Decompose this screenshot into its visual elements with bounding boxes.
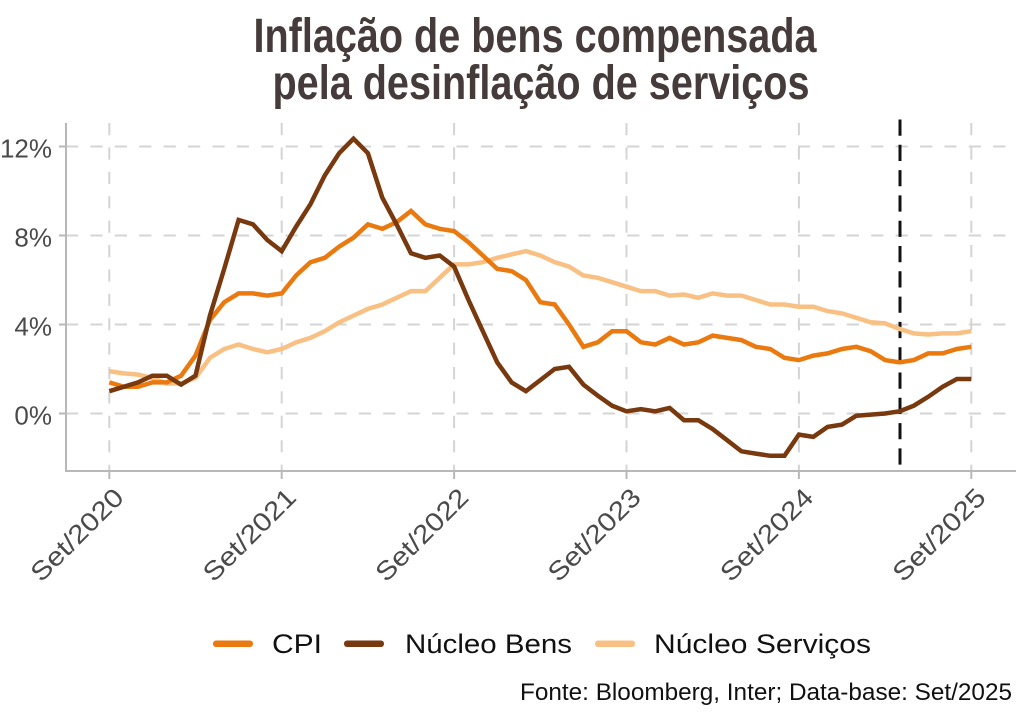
- svg-text:Fonte: Bloomberg, Inter; Data-: Fonte: Bloomberg, Inter; Data-base: Set/…: [520, 679, 1012, 706]
- svg-text:Núcleo Bens: Núcleo Bens: [405, 629, 572, 659]
- svg-text:Inflação de bens compensada: Inflação de bens compensada: [254, 10, 817, 63]
- svg-text:0%: 0%: [14, 401, 52, 431]
- svg-text:4%: 4%: [14, 312, 52, 342]
- svg-text:pela desinflação de serviços: pela desinflação de serviços: [273, 57, 810, 110]
- svg-text:12%: 12%: [0, 134, 52, 164]
- svg-text:CPI: CPI: [272, 629, 322, 659]
- svg-text:8%: 8%: [14, 223, 52, 253]
- svg-text:Núcleo Serviços: Núcleo Serviços: [654, 629, 871, 659]
